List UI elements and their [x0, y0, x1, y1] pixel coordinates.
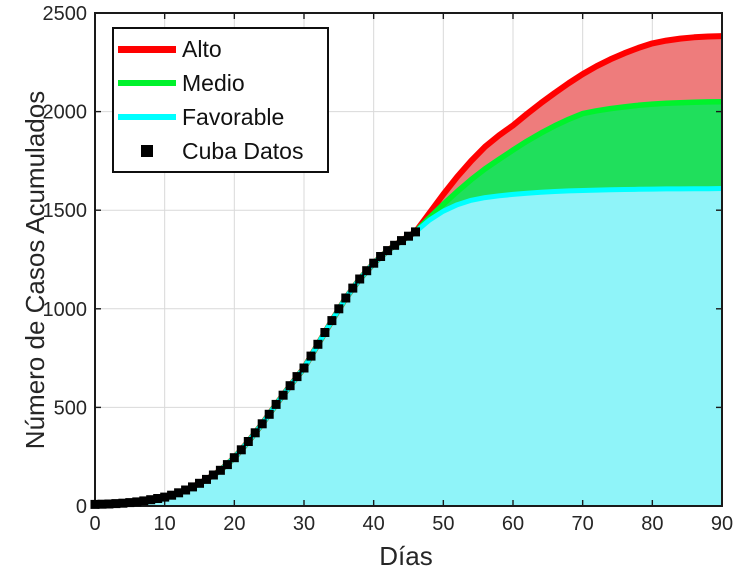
- x-axis-label: Días: [379, 541, 433, 571]
- svg-text:0: 0: [76, 496, 87, 518]
- legend-line-sample-icon: [114, 114, 180, 120]
- y-tick-labels: 0 500 1000 1500 2000 2500: [43, 3, 88, 518]
- svg-text:80: 80: [641, 513, 663, 535]
- svg-text:90: 90: [711, 513, 733, 535]
- x-tick-labels: 0 10 20 30 40 50 60 70 80 90: [89, 513, 733, 535]
- legend-item-medio: Medio: [114, 67, 327, 100]
- svg-text:2500: 2500: [43, 3, 88, 25]
- area-medio: [95, 101, 722, 505]
- svg-text:60: 60: [502, 513, 524, 535]
- svg-text:50: 50: [432, 513, 454, 535]
- svg-text:2000: 2000: [43, 102, 88, 124]
- legend-label: Alto: [182, 35, 222, 62]
- svg-text:10: 10: [154, 513, 176, 535]
- legend-item-alto: Alto: [114, 33, 327, 66]
- area-favorable: [95, 188, 722, 506]
- legend-label: Favorable: [182, 103, 285, 130]
- series-markers-cuba-datos: [90, 227, 420, 509]
- legend-line-sample-icon: [114, 45, 180, 53]
- scenario-area-fills: [95, 36, 722, 506]
- svg-text:30: 30: [293, 513, 315, 535]
- y-axis-label: Número de Casos Acumulados: [20, 90, 50, 450]
- legend-square-marker-icon: [114, 145, 180, 157]
- svg-text:0: 0: [89, 513, 100, 535]
- legend-line-sample-icon: [114, 80, 180, 86]
- svg-text:40: 40: [363, 513, 385, 535]
- legend-item-favorable: Favorable: [114, 101, 327, 134]
- area-alto: [95, 36, 722, 505]
- plot-frame: [94, 12, 723, 507]
- svg-text:1500: 1500: [43, 200, 88, 222]
- legend: Alto Medio Favorable Cuba Datos: [112, 27, 329, 173]
- legend-label: Medio: [182, 69, 245, 96]
- svg-text:20: 20: [223, 513, 245, 535]
- svg-text:1000: 1000: [43, 299, 88, 321]
- svg-text:500: 500: [54, 397, 87, 419]
- legend-item-cuba-datos: Cuba Datos: [114, 135, 327, 168]
- legend-label: Cuba Datos: [182, 137, 304, 164]
- svg-text:70: 70: [572, 513, 594, 535]
